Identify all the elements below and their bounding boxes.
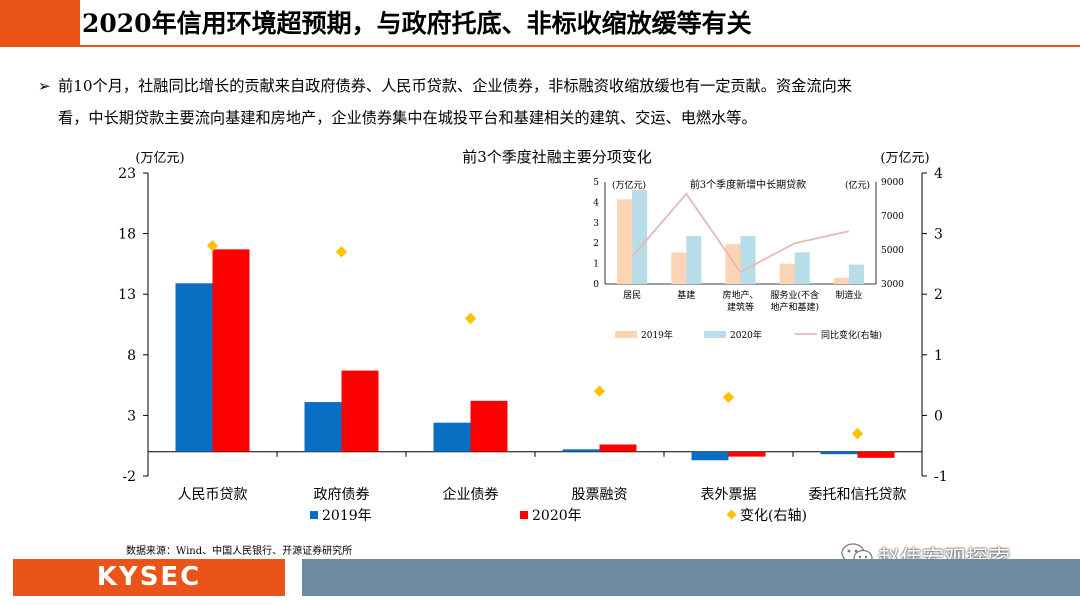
main-change-point	[464, 312, 477, 325]
inset-chart-group: (万亿元) (亿元) 前3个季度新增中长期贷款 5 4 3 2 1 0 9000 7000 5000 3…	[580, 170, 904, 350]
footer-logo-bar: KYSEC	[13, 559, 285, 596]
main-ytick-right-label: 0	[934, 408, 943, 424]
main-bar-2019	[304, 402, 342, 452]
inset-ytick-left-label: 2	[593, 239, 599, 249]
bullet-arrow-icon: ➢	[38, 77, 51, 95]
inset-legend-label: 2020年	[730, 329, 762, 341]
inset-bar-2019	[725, 244, 741, 284]
kysec-logo: KYSEC	[96, 562, 202, 592]
main-ytick-left-label: 8	[127, 348, 136, 364]
inset-bar-2019	[833, 277, 849, 284]
main-bar-2019	[820, 451, 858, 455]
inset-ytick-right-label: 7000	[881, 212, 904, 222]
inset-bar-2019	[617, 199, 633, 284]
main-chart: (万亿元) (万亿元)前3个季度社融主要分项变化23181383-243210-1…	[118, 148, 947, 524]
main-bar-2019	[691, 451, 729, 461]
main-ytick-right-label: 2	[934, 287, 943, 303]
main-ytick-left-label: 13	[118, 287, 136, 303]
inset-xtick-label: 服务业(不含地产和基建)	[770, 289, 819, 313]
main-ytick-left-label: -2	[122, 469, 136, 485]
main-bar-2019	[175, 283, 213, 452]
main-bar-2019	[433, 422, 471, 452]
title-underline	[0, 45, 1080, 47]
main-bar-2020	[857, 451, 895, 458]
main-xtick-label: 人民币贷款	[178, 487, 248, 503]
inset-bar-2020	[848, 264, 864, 284]
title-bar: 2020年信用环境超预期，与政府托底、非标收缩放缓等有关	[0, 0, 1080, 47]
inset-bar-2020	[794, 252, 810, 284]
main-xtick-label: 政府债券	[314, 487, 370, 503]
bullet-line-1: 前10个月，社融同比增长的贡献来自政府债券、人民币贷款、企业债券，非标融资收缩放…	[58, 77, 852, 95]
main-ytick-left-label: 23	[118, 166, 136, 182]
main-bar-2020	[470, 400, 508, 452]
main-ytick-left-label: 3	[127, 408, 136, 424]
main-legend-swatch	[520, 511, 528, 519]
inset-bar-2020	[632, 190, 648, 284]
title-accent-block	[0, 0, 80, 46]
inset-legend-label: 2019年	[641, 329, 673, 341]
main-legend-label: 2019年	[322, 508, 372, 524]
main-xtick-label: 股票融资	[572, 487, 628, 503]
main-legend-swatch	[310, 511, 318, 519]
main-ylabel-right: (万亿元)	[880, 151, 929, 166]
main-legend-swatch	[726, 509, 737, 520]
inset-ytick-right-label: 5000	[881, 246, 904, 256]
main-bar-2019	[562, 449, 600, 452]
inset-ytick-right-label: 3000	[881, 280, 904, 290]
main-chart-title: 前3个季度社融主要分项变化	[462, 148, 652, 166]
main-ytick-right-label: 3	[934, 227, 943, 243]
inset-legend-label: 同比变化(右轴)	[821, 329, 882, 341]
inset-ytick-right-label: 9000	[881, 178, 904, 188]
main-bar-2020	[212, 249, 250, 452]
inset-ylabel-left: (万亿元)	[612, 179, 646, 191]
inset-xtick-label: 制造业	[835, 289, 862, 301]
main-change-point	[335, 246, 348, 258]
main-xtick-label: 委托和信托贷款	[809, 487, 907, 503]
inset-legend-swatch	[704, 331, 726, 338]
inset-bar-2019	[671, 252, 687, 284]
inset-ytick-left-label: 3	[593, 219, 599, 229]
main-legend-label: 变化(右轴)	[740, 508, 807, 524]
inset-ytick-left-label: 1	[593, 260, 599, 270]
source-note: 数据来源：Wind、中国人民银行、开源证券研究所	[126, 546, 353, 557]
page-title: 2020年信用环境超预期，与政府托底、非标收缩放缓等有关	[82, 9, 752, 38]
inset-chart-title: 前3个季度新增中长期贷款	[690, 178, 806, 191]
main-bar-2020	[599, 444, 637, 452]
footer-blue-bar	[302, 559, 1080, 596]
main-ytick-left-label: 18	[118, 227, 136, 243]
main-xtick-label: 企业债券	[443, 486, 499, 503]
main-change-point	[722, 391, 735, 403]
main-xtick-label: 表外票据	[701, 487, 757, 503]
inset-ylabel-right: (亿元)	[845, 179, 870, 191]
inset-xtick-label: 房地产、建筑等	[722, 289, 758, 313]
inset-ytick-left-label: 0	[593, 280, 599, 290]
inset-xtick-label: 基建	[677, 289, 695, 301]
main-ylabel-left: (万亿元)	[135, 151, 184, 166]
main-chart-group: (万亿元) (万亿元)前3个季度社融主要分项变化23181383-243210-1…	[118, 148, 947, 524]
inset-bar-2019	[779, 263, 795, 284]
main-legend-label: 2020年	[532, 508, 582, 524]
inset-ytick-left-label: 5	[593, 178, 599, 188]
main-ytick-right-label: 4	[934, 166, 943, 182]
inset-ytick-left-label: 4	[593, 198, 599, 208]
inset-bar-2020	[740, 236, 756, 284]
inset-legend-swatch	[615, 331, 637, 338]
main-ytick-right-label: -1	[934, 469, 948, 485]
main-ytick-right-label: 1	[934, 348, 943, 364]
main-change-point	[851, 427, 864, 440]
main-bar-2020	[341, 370, 379, 452]
inset-bar-2020	[686, 236, 702, 284]
inset-xtick-label: 居民	[623, 290, 641, 301]
bullet-line-2: 看，中长期贷款主要流向基建和房地产，企业债券集中在城投平台和基建相关的建筑、交运…	[58, 109, 757, 127]
main-change-point	[593, 385, 606, 397]
inset-change-line	[631, 192, 850, 274]
main-bar-2020	[728, 451, 766, 457]
